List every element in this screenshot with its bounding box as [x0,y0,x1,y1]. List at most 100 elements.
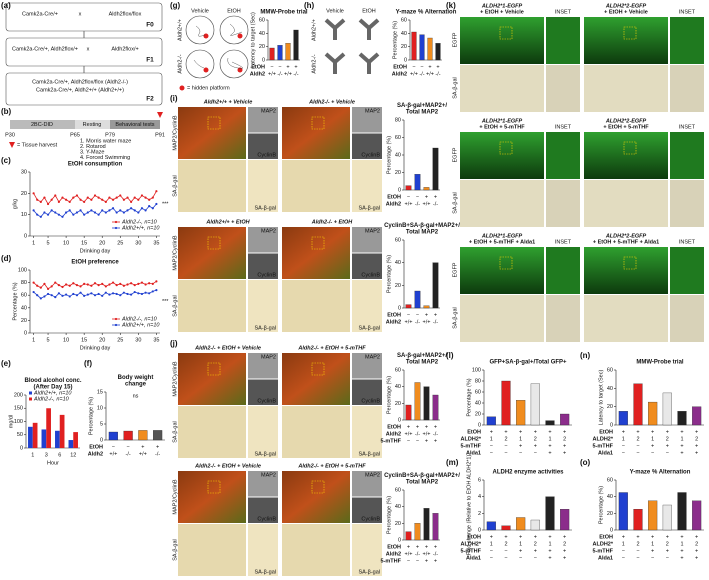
data-point [61,285,64,289]
bar [677,492,687,531]
y-tick-label: 0 [262,57,265,63]
data-point [54,295,57,299]
condition-cell: + [428,64,431,70]
panel-label: (h) [304,1,315,10]
inset-label: CyclinB [361,398,380,404]
age-label: P91 [155,132,165,138]
condition-cell: +/+ [423,431,431,437]
row-label: MAP2/CyclinB [172,479,178,514]
inset-label: MAP2 [261,108,276,114]
y-tick-label: 0 [398,417,401,423]
condition-cell: + [636,534,639,540]
condition-cell: + [695,450,698,456]
image-header: Aldh2+/+ + EtOH [205,219,250,225]
image-header: ALDH2*1-EGFP [481,118,523,124]
roi-box [207,236,221,250]
data-point [101,294,104,297]
y-tick-label: 40 [395,152,401,158]
condition-cell: + [416,424,419,430]
inset [670,17,704,64]
condition-cell: − [270,64,273,70]
condition-label: EtOH [362,8,375,14]
condition-row-label: Alda1 [466,450,481,456]
chart-title: Total MAP2 [406,360,439,366]
y-tick-label: 60 [395,367,401,373]
condition-cell: +/+ [423,201,431,207]
roi-box [207,480,221,494]
condition-cell: + [519,443,522,449]
condition-cell: 1 [490,541,493,547]
inset [248,497,278,523]
condition-cell: + [695,443,698,449]
micrograph [584,180,668,227]
condition-cell: + [534,429,537,435]
inset [248,379,278,405]
inset-label: CyclinB [361,516,380,522]
bar [414,382,421,421]
condition-cell: + [434,544,437,550]
y-tick-label: 40 [401,31,407,37]
age-label: P65 [70,132,80,138]
condition-cell: + [490,429,493,435]
generation: F0 [146,22,154,29]
inset-label: SA-β-gal [254,205,276,211]
y-tick-label: 10 [21,212,27,218]
y-tick-label: 40 [395,384,401,390]
legend-text: = hidden platform [187,85,230,91]
inset [352,524,382,576]
data-point [57,284,60,287]
y-tick-label: 0 [404,57,407,63]
condition-cell: + [548,555,551,561]
y-maze [324,18,346,40]
data-point [133,209,136,212]
bar [662,392,672,426]
y-axis-label: Latency to target (Sec) [250,12,256,68]
data-point [101,198,104,201]
data-point [65,293,68,296]
data-point [36,284,39,287]
data-point [72,196,75,199]
x-tick-label: 20 [99,240,105,246]
condition-row-label: Alda1 [598,450,613,456]
data-point [57,213,60,216]
chart-title: GFP+SA-β-gal+/Total GFP+ [489,360,567,366]
condition-cell: − [504,450,507,456]
chart-title: change [125,382,147,388]
data-point [83,213,86,216]
bar [55,430,60,448]
bar [423,305,430,309]
bar [269,47,275,61]
y-tick-label: 0 [478,422,481,428]
y-tick-label: 10 [97,405,103,411]
y-tick-label: 20 [395,521,401,527]
y-tick-label: 40 [607,494,613,500]
bar [501,525,511,531]
condition-cell: − [504,548,507,554]
y-tick-label: 0 [610,527,613,533]
condition-cell: + [425,544,428,550]
condition-cell: +/+ [405,201,413,207]
condition-cell: − [504,555,507,561]
data-point [43,196,46,199]
data-point [148,205,151,208]
condition-cell: 2 [504,436,507,442]
phase-label: Behavioral tests [115,122,154,128]
condition-cell: 1 [680,436,683,442]
condition-cell: + [548,450,551,456]
data-point [54,194,57,197]
legend-swatch [29,397,32,401]
y-tick-label: 50 [17,432,23,438]
inset-label: CyclinB [257,272,276,278]
data-point [39,200,42,203]
data-point [43,282,46,285]
roi-box [311,362,325,376]
micrograph [460,247,544,294]
roi-box [499,26,513,40]
y-tick-label: 6 [478,477,481,483]
micrograph [460,65,544,112]
inset [546,180,580,227]
data-point [68,209,71,212]
bar [411,31,417,61]
